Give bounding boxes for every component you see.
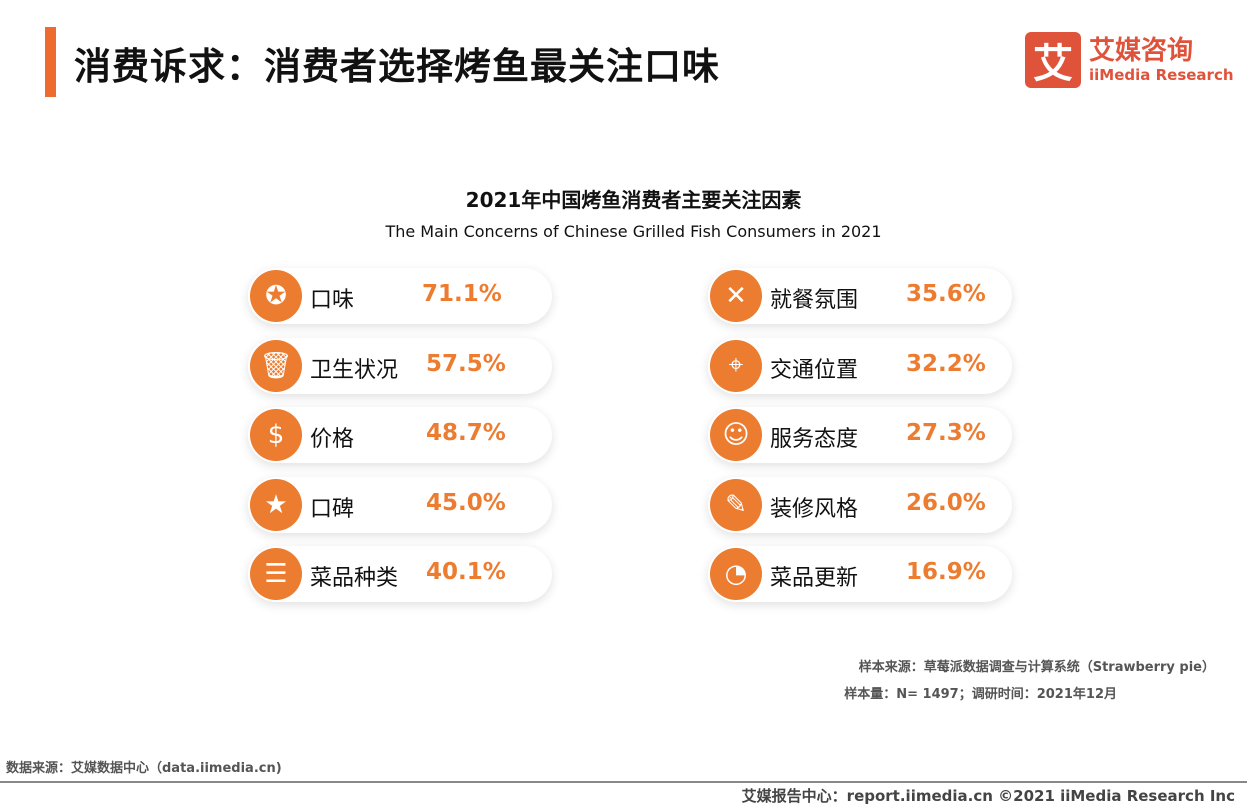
logo-en: iiMedia Research (1089, 66, 1234, 84)
title-accent-bar (45, 27, 56, 97)
concern-label: 装修风格 (770, 496, 859, 522)
menu-icon: ☰ (250, 548, 302, 600)
star-list-icon: ★ (250, 478, 302, 531)
concern-item: ☺ 服务态度 27.3% (708, 407, 1012, 463)
waiter-icon: ☺ (710, 409, 762, 461)
concern-label: 就餐氛围 (770, 288, 859, 313)
concern-value: 40.1% (426, 559, 506, 585)
concern-label: 卫生状况 (310, 357, 399, 383)
concern-item: ✪ 口味 71.1% (248, 268, 552, 324)
data-source: 数据来源：艾媒数据中心（data.iimedia.cn) (6, 761, 282, 776)
concern-label: 价格 (310, 427, 355, 452)
chart-subtitle: The Main Concerns of Chinese Grilled Fis… (385, 222, 882, 241)
concern-label: 口味 (310, 288, 355, 313)
footer-report: 艾媒报告中心：report.iimedia.cn ©2021 iiMedia R… (741, 787, 1235, 805)
taste-badge-icon: ✪ (250, 270, 302, 322)
trash-bin-icon: 🗑 (250, 339, 302, 392)
concern-label: 菜品更新 (770, 566, 859, 591)
price-tag-icon: $ (250, 409, 302, 461)
concern-label: 交通位置 (770, 357, 859, 383)
sample-size: 样本量：N= 1497；调研时间：2021年12月 (844, 687, 1117, 702)
sample-source: 样本来源：草莓派数据调查与计算系统（Strawberry pie） (858, 660, 1215, 675)
gauge-icon: ◔ (710, 548, 762, 600)
concern-item: ✕ 就餐氛围 35.6% (708, 268, 1012, 324)
concern-item: ⌖ 交通位置 32.2% (708, 337, 1012, 394)
concern-value: 27.3% (906, 420, 986, 446)
footer-divider (0, 781, 1247, 783)
concern-value: 57.5% (426, 350, 506, 377)
fork-knife-icon: ✕ (710, 270, 762, 322)
paint-roller-icon: ✎ (710, 478, 762, 531)
concern-label: 口碑 (310, 496, 355, 522)
concern-label: 菜品种类 (310, 566, 399, 591)
concern-value: 32.2% (906, 350, 986, 377)
concern-item: ★ 口碑 45.0% (248, 476, 552, 533)
concern-value: 71.1% (422, 281, 502, 307)
concern-item: ✎ 装修风格 26.0% (708, 476, 1012, 533)
chart-title: 2021年中国烤鱼消费者主要关注因素 (465, 188, 802, 212)
page-title: 消费诉求：消费者选择烤鱼最关注口味 (74, 45, 720, 88)
concern-item: $ 价格 48.7% (248, 407, 552, 463)
concern-item: ◔ 菜品更新 16.9% (708, 546, 1012, 602)
concern-item: ☰ 菜品种类 40.1% (248, 546, 552, 602)
logo-mark: 艾 (1025, 32, 1081, 88)
concern-label: 服务态度 (770, 427, 859, 452)
concern-item: 🗑 卫生状况 57.5% (248, 337, 552, 394)
concern-value: 16.9% (906, 559, 986, 585)
concern-value: 26.0% (906, 489, 986, 516)
concern-value: 45.0% (426, 489, 506, 516)
iimedia-logo: 艾 艾媒咨询 iiMedia Research (1025, 32, 1234, 88)
map-icon: ⌖ (710, 339, 762, 392)
concern-value: 35.6% (906, 281, 986, 307)
concern-value: 48.7% (426, 420, 506, 446)
logo-cn: 艾媒咨询 (1089, 36, 1194, 66)
